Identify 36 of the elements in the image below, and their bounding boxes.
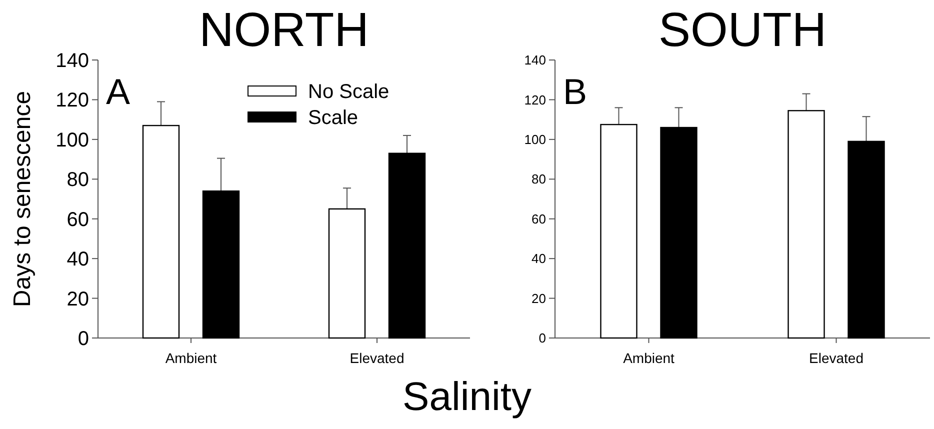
bar xyxy=(388,152,426,339)
y-tick-label: 40 xyxy=(532,251,546,266)
bar xyxy=(848,140,885,339)
annotation: B xyxy=(563,71,588,112)
bar xyxy=(328,208,366,339)
y-tick-label: 120 xyxy=(524,92,546,108)
x-tick-label: Ambient xyxy=(165,350,217,366)
legend-label: No Scale xyxy=(308,81,390,103)
y-tick-label: 80 xyxy=(532,172,546,187)
x-tick-label: Elevated xyxy=(809,350,864,366)
x-tick-label: Elevated xyxy=(350,350,404,366)
y-tick-label: 60 xyxy=(532,211,546,226)
y-tick-label: 40 xyxy=(66,248,89,271)
y-tick-label: 140 xyxy=(524,52,546,68)
chart-title: SOUTH xyxy=(658,4,826,57)
x-tick-label: Ambient xyxy=(623,350,675,366)
y-tick-label: 0 xyxy=(538,330,546,346)
y-tick-label: 20 xyxy=(532,290,546,306)
chart-title: NORTH xyxy=(199,4,369,57)
y-tick-label: 20 xyxy=(66,288,89,310)
y-tick-label: 100 xyxy=(524,132,546,147)
bar xyxy=(600,124,638,339)
y-tick-label: 80 xyxy=(66,169,89,192)
legend-label: Scale xyxy=(308,107,358,129)
bar xyxy=(142,124,180,339)
bar xyxy=(660,126,698,339)
x-axis-title: Salinity xyxy=(402,375,532,419)
annotation: A xyxy=(106,71,130,112)
y-tick-label: 0 xyxy=(78,328,89,350)
bar xyxy=(202,190,240,339)
y-tick-label: 120 xyxy=(56,90,89,112)
y-tick-label: 140 xyxy=(56,50,89,72)
y-axis-title: Days to senescence xyxy=(9,90,36,308)
y-tick-label: 60 xyxy=(66,208,89,231)
y-tick-label: 100 xyxy=(56,129,89,152)
bar xyxy=(788,110,825,339)
